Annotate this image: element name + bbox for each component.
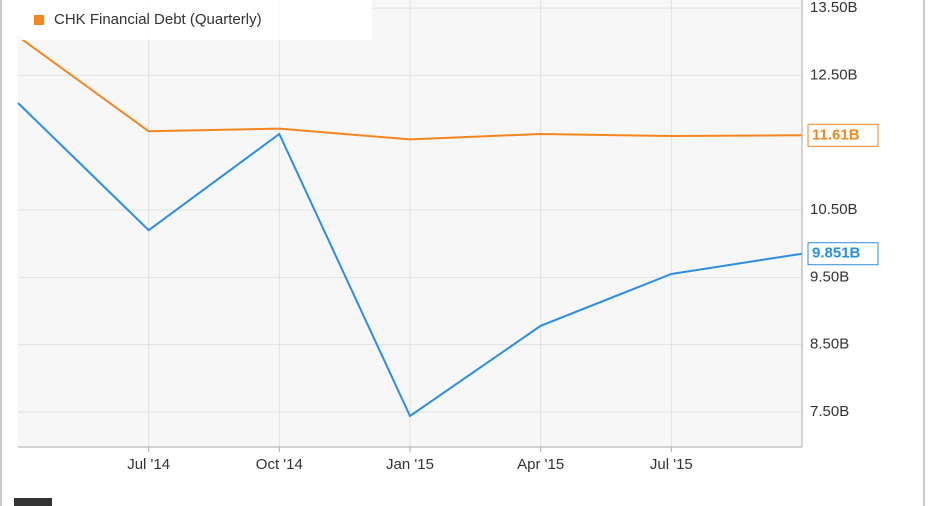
- legend-swatch: [34, 15, 44, 25]
- x-tick-label: Apr '15: [517, 456, 564, 473]
- value-label: 11.61B: [812, 126, 860, 143]
- series-line: [17, 102, 803, 418]
- y-tick-label: 12.50B: [810, 66, 858, 83]
- y-tick-label: 9.50B: [810, 268, 849, 285]
- x-tick-label: Oct '14: [256, 456, 303, 473]
- x-tick-label: Jul '14: [127, 456, 170, 473]
- x-tick-label: Jul '15: [650, 456, 693, 473]
- logo: [14, 498, 52, 506]
- y-tick-label: 13.50B: [810, 0, 858, 16]
- y-tick-label: 7.50B: [810, 403, 849, 420]
- value-label-box: [807, 123, 879, 147]
- legend: [18, 0, 372, 40]
- value-label-box: [807, 242, 879, 266]
- y-tick-label: 8.50B: [810, 336, 849, 353]
- y-tick-label: 10.50B: [810, 201, 858, 218]
- x-tick-label: Jan '15: [386, 456, 434, 473]
- legend-label: CHK Financial Debt (Quarterly): [54, 11, 262, 28]
- value-label: 9.851B: [812, 245, 861, 262]
- series-line: [17, 35, 803, 141]
